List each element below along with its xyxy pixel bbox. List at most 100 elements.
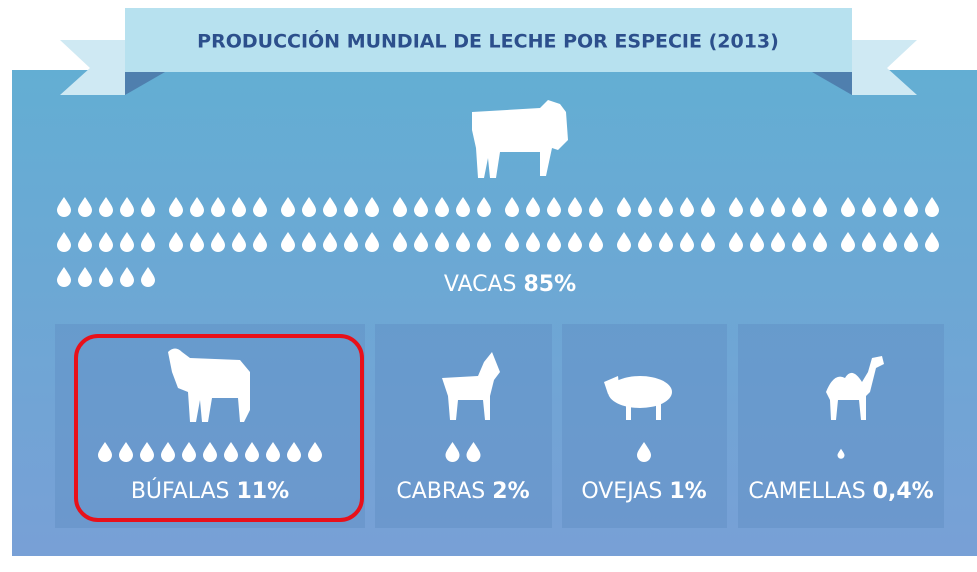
drop <box>771 232 785 252</box>
drop <box>904 232 918 252</box>
drop <box>925 232 939 252</box>
drop <box>287 442 301 462</box>
drop <box>813 197 827 217</box>
species-percent: 85% <box>524 272 577 297</box>
drop <box>904 197 918 217</box>
drop <box>862 197 876 217</box>
drop <box>281 197 295 217</box>
drop <box>211 197 225 217</box>
drop <box>203 442 217 462</box>
drop <box>456 232 470 252</box>
drop <box>245 442 259 462</box>
drop <box>140 442 154 462</box>
species-percent: 0,4% <box>873 479 934 504</box>
species-label: CABRAS 2% <box>396 479 529 504</box>
drop <box>211 232 225 252</box>
species-name: BÚFALAS <box>131 478 230 504</box>
species-label: BÚFALAS 11% <box>131 478 289 504</box>
drop <box>281 232 295 252</box>
sheep-icon <box>608 376 672 408</box>
cow-icon <box>472 100 568 178</box>
drop <box>466 442 481 462</box>
species-label: VACAS 85% <box>444 272 576 297</box>
drop <box>477 197 491 217</box>
drop <box>547 197 561 217</box>
sheep-icon <box>604 376 661 420</box>
drop <box>57 232 71 252</box>
drop <box>393 197 407 217</box>
drop <box>589 232 603 252</box>
drop <box>232 232 246 252</box>
drop <box>98 442 112 462</box>
drop <box>266 442 280 462</box>
drop <box>813 232 827 252</box>
drop <box>190 232 204 252</box>
drop <box>182 442 196 462</box>
drop <box>568 232 582 252</box>
drop <box>841 197 855 217</box>
species-percent: 1% <box>669 479 706 504</box>
drop <box>883 232 897 252</box>
drop <box>57 197 71 217</box>
drop <box>862 232 876 252</box>
drop <box>99 267 113 287</box>
drop <box>323 197 337 217</box>
drop <box>435 232 449 252</box>
drop <box>505 232 519 252</box>
drop <box>837 448 845 459</box>
drop <box>617 232 631 252</box>
drop <box>589 197 603 217</box>
drop <box>638 232 652 252</box>
drop <box>637 442 651 462</box>
drop <box>120 232 134 252</box>
drop <box>344 197 358 217</box>
drop <box>680 232 694 252</box>
drop <box>308 442 322 462</box>
drop <box>414 197 428 217</box>
drop <box>729 197 743 217</box>
box <box>375 324 552 528</box>
drop <box>841 232 855 252</box>
drop <box>141 267 155 287</box>
drop <box>78 232 92 252</box>
drop <box>224 442 238 462</box>
drop <box>365 197 379 217</box>
drop <box>659 232 673 252</box>
drop <box>526 197 540 217</box>
drop <box>445 442 460 462</box>
ribbon-tail <box>852 40 917 95</box>
species-label: CAMELLAS 0,4% <box>748 479 933 504</box>
species-name: CAMELLAS <box>748 479 865 504</box>
drop <box>701 197 715 217</box>
drop <box>505 197 519 217</box>
drop <box>883 197 897 217</box>
drop <box>99 232 113 252</box>
box <box>562 324 727 528</box>
ribbon-fold <box>125 72 165 95</box>
species-percent: 2% <box>492 479 529 504</box>
drop <box>750 197 764 217</box>
drop <box>435 197 449 217</box>
drop <box>393 232 407 252</box>
species-label: OVEJAS 1% <box>581 479 706 504</box>
species-percent: 11% <box>236 479 289 504</box>
drop <box>792 232 806 252</box>
drop <box>680 197 694 217</box>
drop <box>792 197 806 217</box>
species-name: CABRAS <box>396 479 485 504</box>
drop <box>78 267 92 287</box>
goat-icon <box>442 352 500 420</box>
species-name: OVEJAS <box>581 479 662 504</box>
drop <box>365 232 379 252</box>
drop <box>568 197 582 217</box>
drop <box>141 232 155 252</box>
ribbon-tail <box>60 40 125 95</box>
drop <box>617 197 631 217</box>
drop <box>78 197 92 217</box>
drop <box>253 197 267 217</box>
drop <box>659 197 673 217</box>
species-name: VACAS <box>444 272 517 297</box>
drop <box>638 197 652 217</box>
